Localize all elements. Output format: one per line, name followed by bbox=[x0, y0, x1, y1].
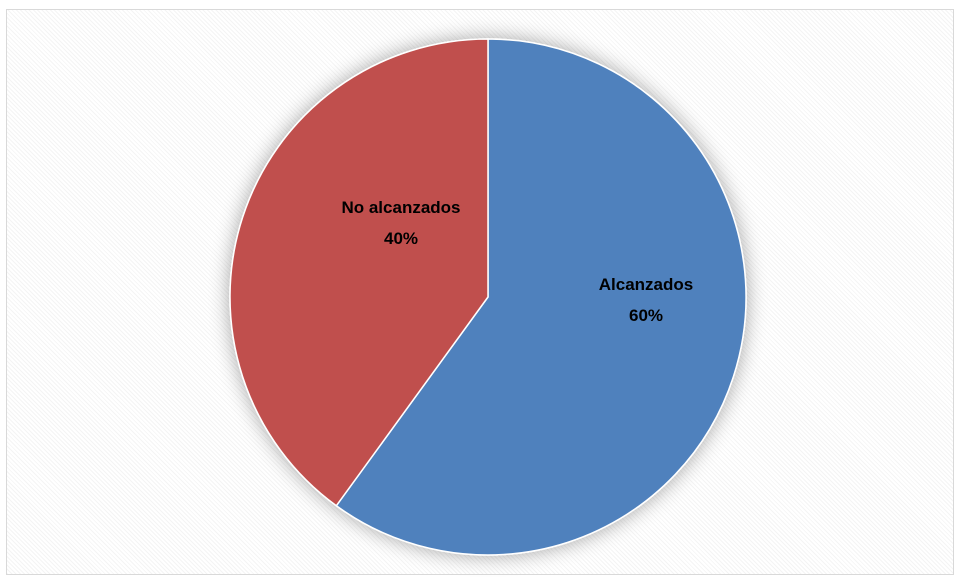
pie-slice-no-alcanzados bbox=[229, 38, 489, 507]
data-label-no-alcanzados: No alcanzados 40% bbox=[341, 198, 460, 248]
data-label-alcanzados: Alcanzados 60% bbox=[599, 275, 693, 325]
pie-slice-alcanzados bbox=[335, 38, 747, 556]
pie-data-labels: Alcanzados 60% No alcanzados 40% bbox=[341, 198, 693, 325]
pie-slices bbox=[229, 38, 747, 556]
